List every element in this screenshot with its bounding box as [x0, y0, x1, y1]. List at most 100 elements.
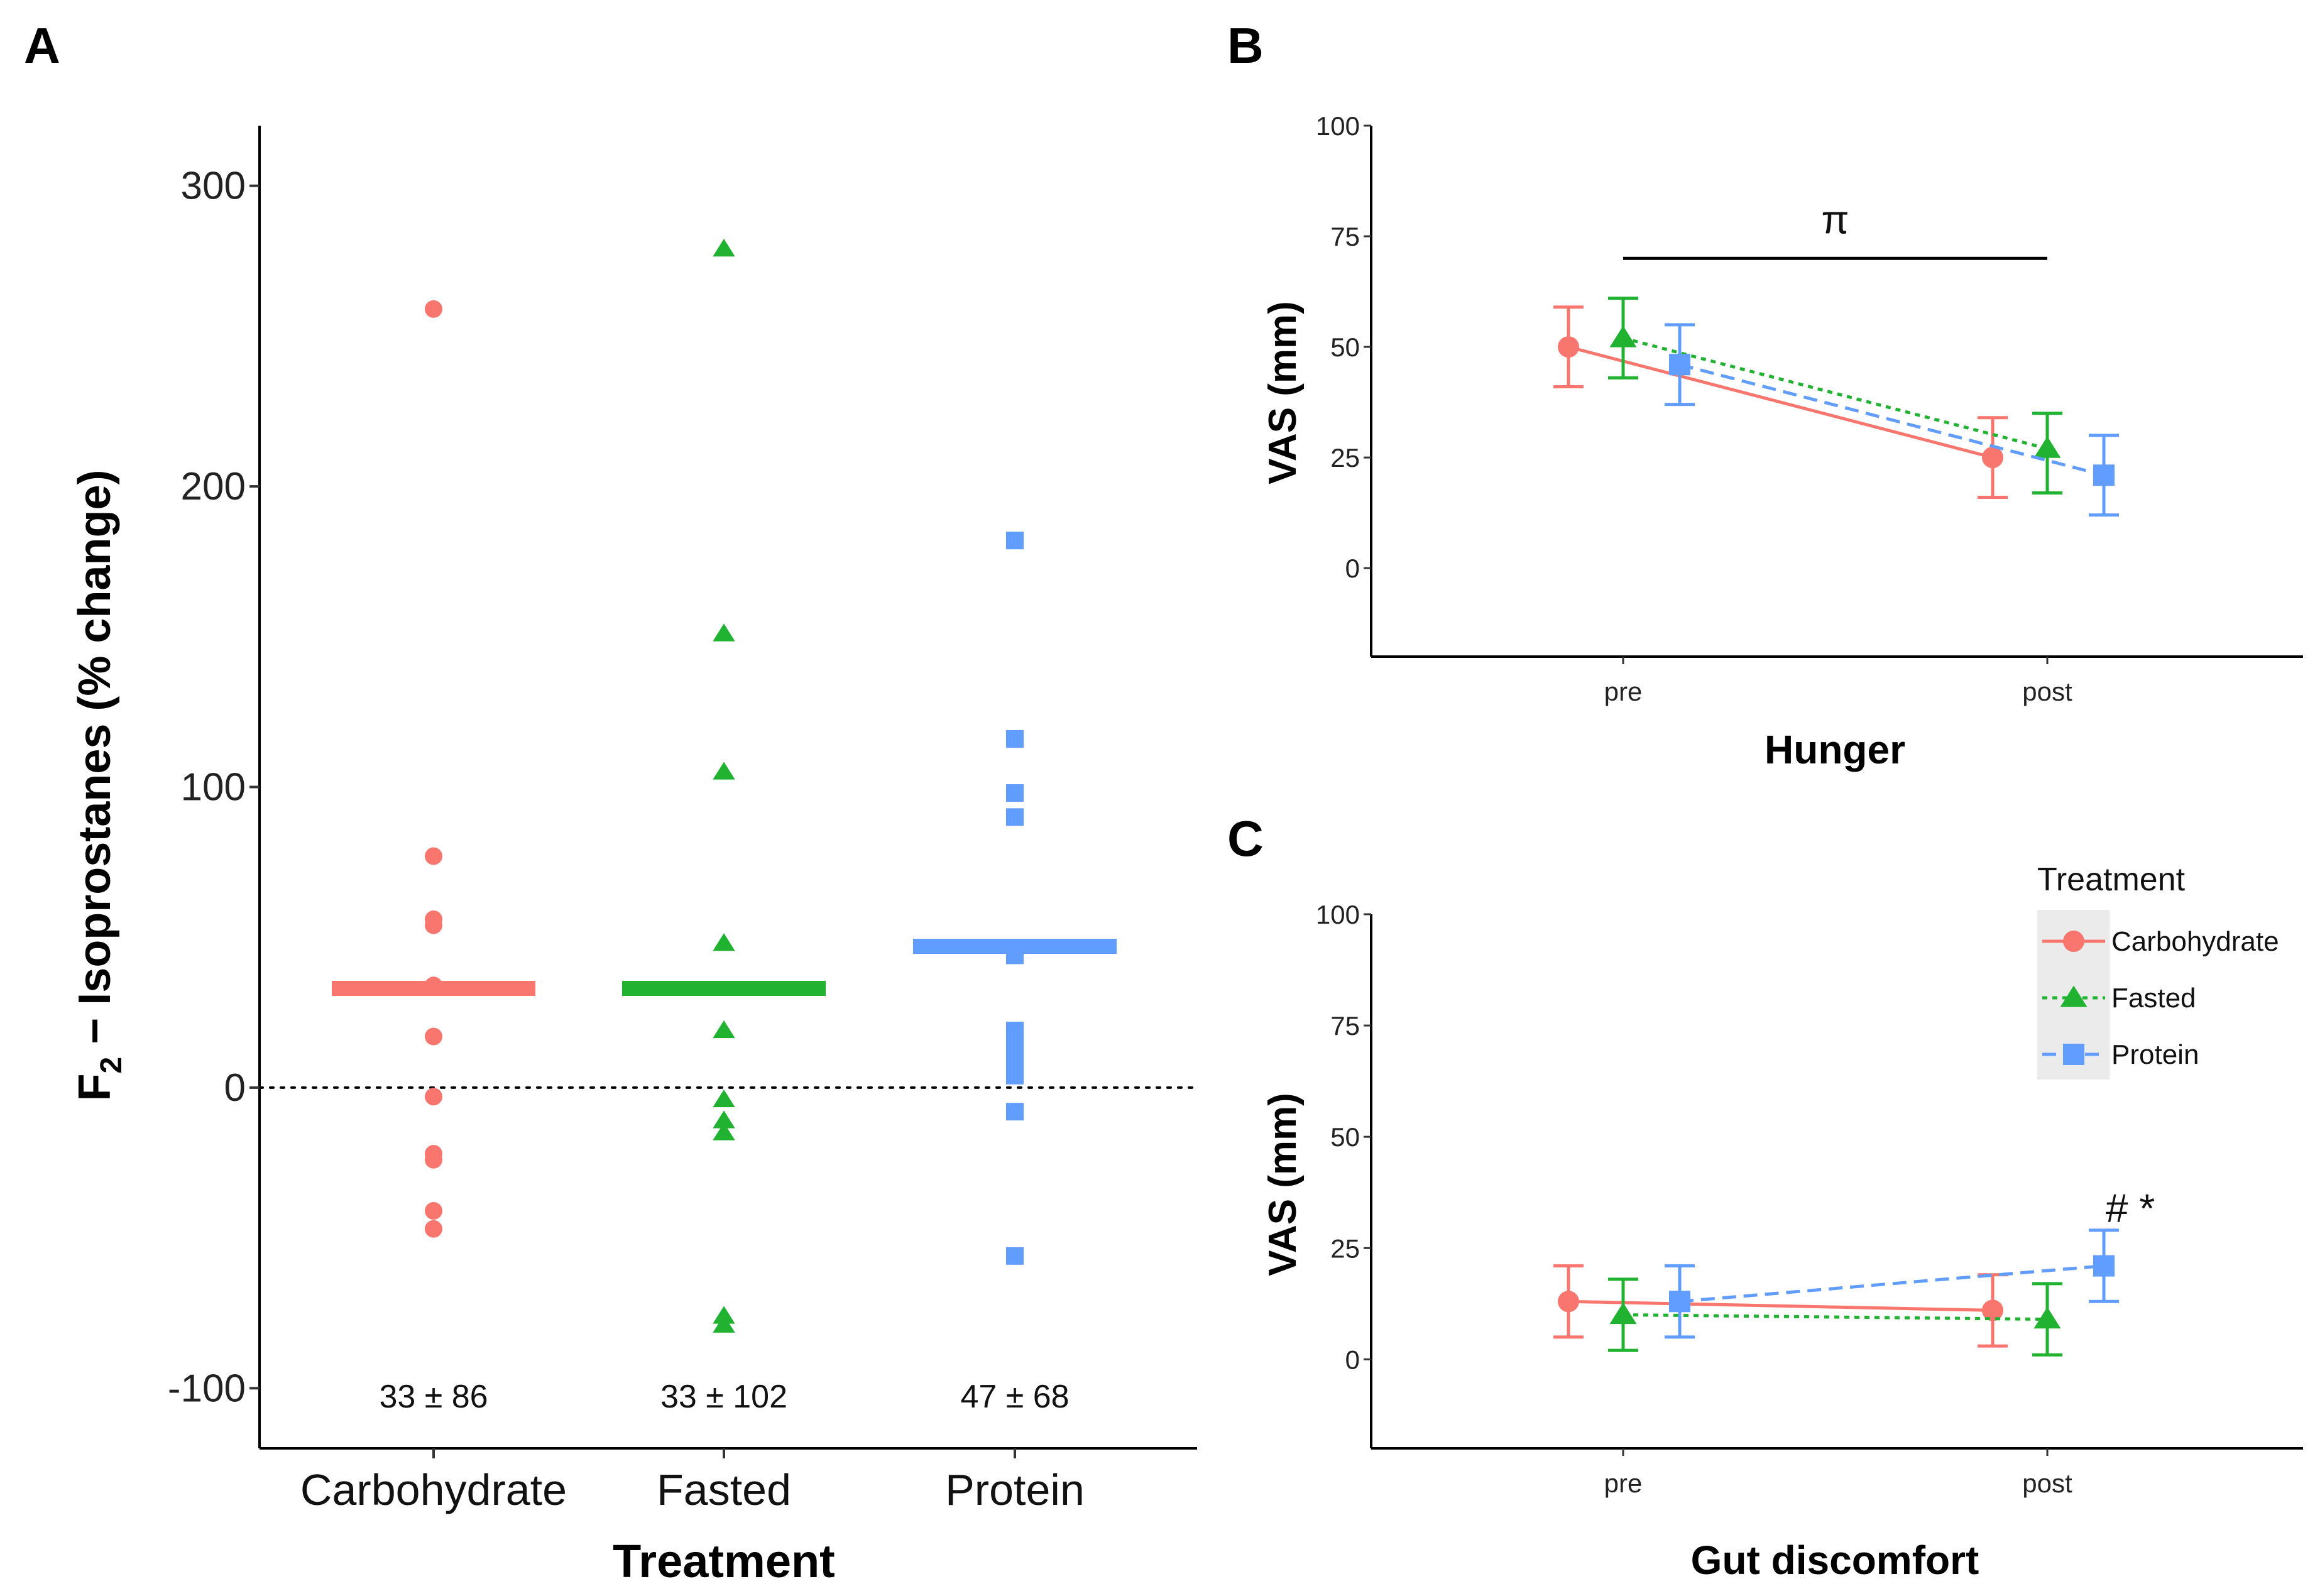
legend-key-marker-fasted: [2060, 985, 2088, 1007]
series-line-fasted: [1623, 1313, 2048, 1321]
y-tick-label: 300: [181, 165, 246, 208]
data-point-protein: [1669, 354, 1690, 376]
data-point-protein: [1006, 784, 1024, 802]
data-point-fasted: [713, 1089, 735, 1108]
panel-a-letter: A: [24, 18, 60, 74]
panel-c-y-axis-label: VAS (mm): [1261, 1093, 1305, 1276]
series-line-carbohydrate: [1568, 1299, 1993, 1312]
data-point-carbohydrate: [1982, 447, 2003, 469]
legend-label-carbohydrate: Carbohydrate: [2111, 926, 2279, 957]
panel-b-letter: B: [1227, 18, 1264, 74]
data-point-protein: [1006, 946, 1024, 965]
x-tick-label-protein: Protein: [945, 1465, 1085, 1514]
data-point-protein: [1006, 1036, 1024, 1054]
panel-b-plot-area: π: [1553, 197, 2119, 517]
significance-symbol-pi: π: [1821, 197, 1849, 242]
y-tick-label: 75: [1330, 1011, 1360, 1041]
panel-a-axes: -100 0 100 200 300 Carbohydrate Fasted Protein: [168, 165, 1085, 1514]
summary-label-carbohydrate: 33 ± 86: [379, 1379, 488, 1415]
data-point-carbohydrate: [425, 1088, 442, 1106]
y-tick-label: 0: [1345, 1345, 1360, 1374]
panel-c-x-axis-label: Gut discomfort: [1691, 1538, 1979, 1583]
series-line-protein: [1679, 363, 2104, 477]
x-tick-label-pre: pre: [1604, 1468, 1643, 1498]
data-point-protein: [1006, 1103, 1024, 1121]
panel-c: C # * 0 25 50 75 100 pre post VAS (mm) Gut dis…: [1227, 811, 2303, 1583]
legend-key-marker-carbohydrate: [2063, 931, 2084, 952]
y-tick-label: 0: [224, 1066, 246, 1110]
legend: Treatment Carbohydrate Fasted Protein: [2037, 861, 2279, 1079]
data-point-protein: [1006, 1247, 1024, 1265]
panel-b-y-axis-label: VAS (mm): [1261, 301, 1305, 484]
legend-title: Treatment: [2037, 861, 2186, 898]
data-point-fasted: [2033, 436, 2061, 458]
ylabel-prefix: F: [70, 1073, 120, 1101]
data-point-carbohydrate: [425, 916, 442, 934]
panel-b-axes: 0 25 50 75 100 pre post: [1316, 111, 2072, 706]
data-point-fasted: [713, 1110, 735, 1129]
legend-items: [2042, 931, 2105, 1065]
panel-a: A 33 ± 86 33 ± 102 47 ± 68 -100 0 100 200 300 C…: [24, 18, 1198, 1587]
legend-label-protein: Protein: [2111, 1039, 2199, 1070]
data-point-carbohydrate: [1558, 1291, 1579, 1313]
data-point-fasted: [713, 933, 735, 951]
data-point-fasted: [713, 1122, 735, 1140]
data-point-protein: [1006, 1022, 1024, 1040]
panel-b-x-axis-label: Hunger: [1765, 727, 1905, 772]
panel-a-x-axis-label: Treatment: [613, 1535, 835, 1587]
y-tick-label: 25: [1330, 1233, 1360, 1263]
y-tick-label: 0: [1345, 554, 1360, 583]
data-point-fasted: [2033, 1307, 2061, 1329]
panel-b: B π 0 25 50 75 100 pre post VAS (mm) Hunger: [1227, 18, 2303, 772]
series-line-protein: [1679, 1264, 2104, 1303]
summary-label-fasted: 33 ± 102: [660, 1379, 787, 1415]
x-tick-label-post: post: [2022, 1468, 2072, 1498]
y-tick-label: 75: [1330, 222, 1360, 251]
data-point-fasted: [713, 1020, 735, 1039]
data-point-fasted: [713, 623, 735, 642]
data-point-protein: [1669, 1291, 1690, 1313]
data-point-fasted: [1609, 1302, 1637, 1325]
panel-a-plot-area: 33 ± 86 33 ± 102 47 ± 68: [258, 239, 1198, 1415]
data-point-fasted: [1609, 325, 1637, 347]
data-point-protein: [1006, 730, 1024, 748]
series-line-fasted: [1623, 336, 2048, 451]
data-point-carbohydrate: [425, 1202, 442, 1220]
panel-a-y-axis-label: F2 − Isoprostanes (% change): [70, 470, 128, 1101]
legend-label-fasted: Fasted: [2111, 983, 2196, 1014]
x-tick-label-pre: pre: [1604, 677, 1643, 706]
data-point-carbohydrate: [425, 847, 442, 865]
data-point-protein: [2093, 464, 2115, 486]
data-point-carbohydrate: [425, 1220, 442, 1238]
data-point-protein: [2093, 1255, 2115, 1277]
y-tick-label: 25: [1330, 443, 1360, 473]
data-point-carbohydrate: [1558, 336, 1579, 358]
data-point-carbohydrate: [425, 1027, 442, 1046]
x-tick-label-fasted: Fasted: [657, 1465, 791, 1514]
y-tick-label: -100: [168, 1367, 246, 1410]
y-tick-label: 100: [1316, 111, 1360, 141]
data-point-carbohydrate: [425, 976, 442, 995]
y-tick-label: 200: [181, 465, 246, 508]
y-tick-label: 50: [1330, 332, 1360, 362]
data-point-fasted: [713, 1306, 735, 1324]
data-point-carbohydrate: [425, 300, 442, 318]
data-point-protein: [1006, 1051, 1024, 1069]
data-point-fasted: [713, 1315, 735, 1333]
summary-label-protein: 47 ± 68: [960, 1379, 1069, 1415]
panel-c-letter: C: [1227, 811, 1264, 866]
data-point-fasted: [713, 239, 735, 257]
data-point-protein: [1006, 1066, 1024, 1085]
x-tick-label-carbohydrate: Carbohydrate: [300, 1465, 567, 1514]
x-tick-label-post: post: [2022, 677, 2072, 706]
data-point-carbohydrate: [425, 1151, 442, 1169]
y-tick-label: 100: [1316, 900, 1360, 929]
ylabel-rest: − Isoprostanes (% change): [70, 470, 120, 1057]
panel-c-axes: 0 25 50 75 100 pre post: [1316, 900, 2072, 1498]
significance-symbols: # *: [2106, 1186, 2155, 1231]
data-point-protein: [1006, 808, 1024, 826]
y-tick-label: 50: [1330, 1122, 1360, 1152]
data-point-carbohydrate: [1982, 1299, 2003, 1321]
mean-bar-fasted: [622, 981, 826, 997]
